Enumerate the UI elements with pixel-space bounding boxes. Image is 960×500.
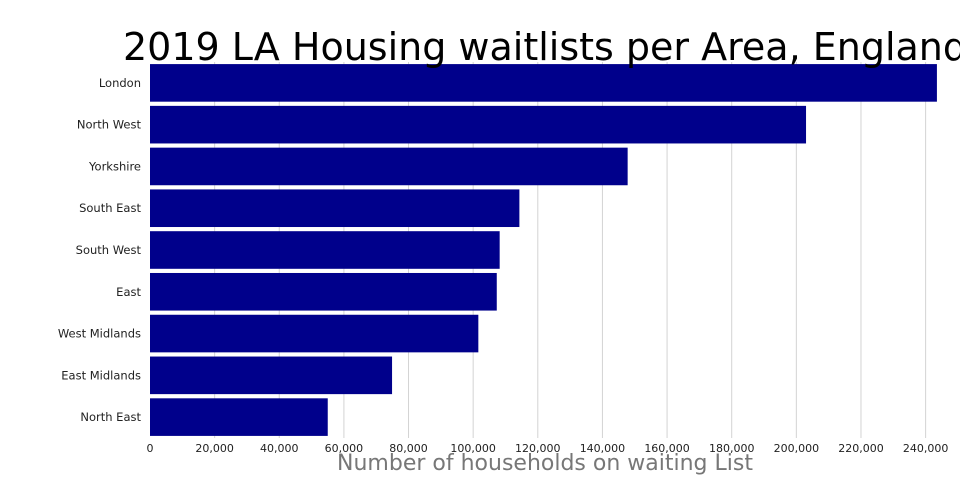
x-tick-label: 80,000: [389, 442, 428, 455]
bar: [150, 147, 628, 186]
category-label: South West: [76, 243, 142, 257]
bar: [150, 356, 393, 395]
x-tick-label: 140,000: [580, 442, 626, 455]
x-tick-label: 240,000: [903, 442, 949, 455]
x-tick-labels: 0 20,000 40,000 60,000 80,000 100,000 120,000 1…: [147, 442, 949, 455]
bar: [150, 398, 328, 436]
x-axis-label: Number of households on waiting List: [337, 451, 753, 476]
x-tick-label: 160,000: [644, 442, 690, 455]
x-tick-label: 0: [147, 442, 154, 455]
category-label: North East: [80, 410, 141, 424]
bar: [150, 231, 500, 269]
x-tick-label: 20,000: [195, 442, 234, 455]
category-label: East: [116, 285, 141, 299]
x-tick-label: 220,000: [838, 442, 884, 455]
x-tick-label: 120,000: [515, 442, 561, 455]
bar: [150, 272, 497, 311]
category-label: South East: [79, 201, 141, 215]
category-labels: London North West Yorkshire South East South…: [58, 76, 142, 424]
x-tick-label: 60,000: [325, 442, 364, 455]
bars: [150, 64, 937, 436]
category-label: Yorkshire: [88, 159, 141, 173]
bar: [150, 189, 520, 228]
bar: [150, 64, 937, 102]
x-tick-label: 40,000: [260, 442, 299, 455]
x-tick-label: 100,000: [450, 442, 496, 455]
category-label: North West: [77, 118, 142, 132]
bar: [150, 314, 479, 353]
category-label: London: [99, 76, 141, 90]
chart-title: 2019 LA Housing waitlists per Area, Engl…: [123, 25, 960, 69]
category-label: East Midlands: [61, 368, 141, 382]
x-tick-label: 200,000: [774, 442, 820, 455]
bar: [150, 105, 807, 144]
category-label: West Midlands: [58, 327, 141, 341]
x-tick-label: 180,000: [709, 442, 755, 455]
